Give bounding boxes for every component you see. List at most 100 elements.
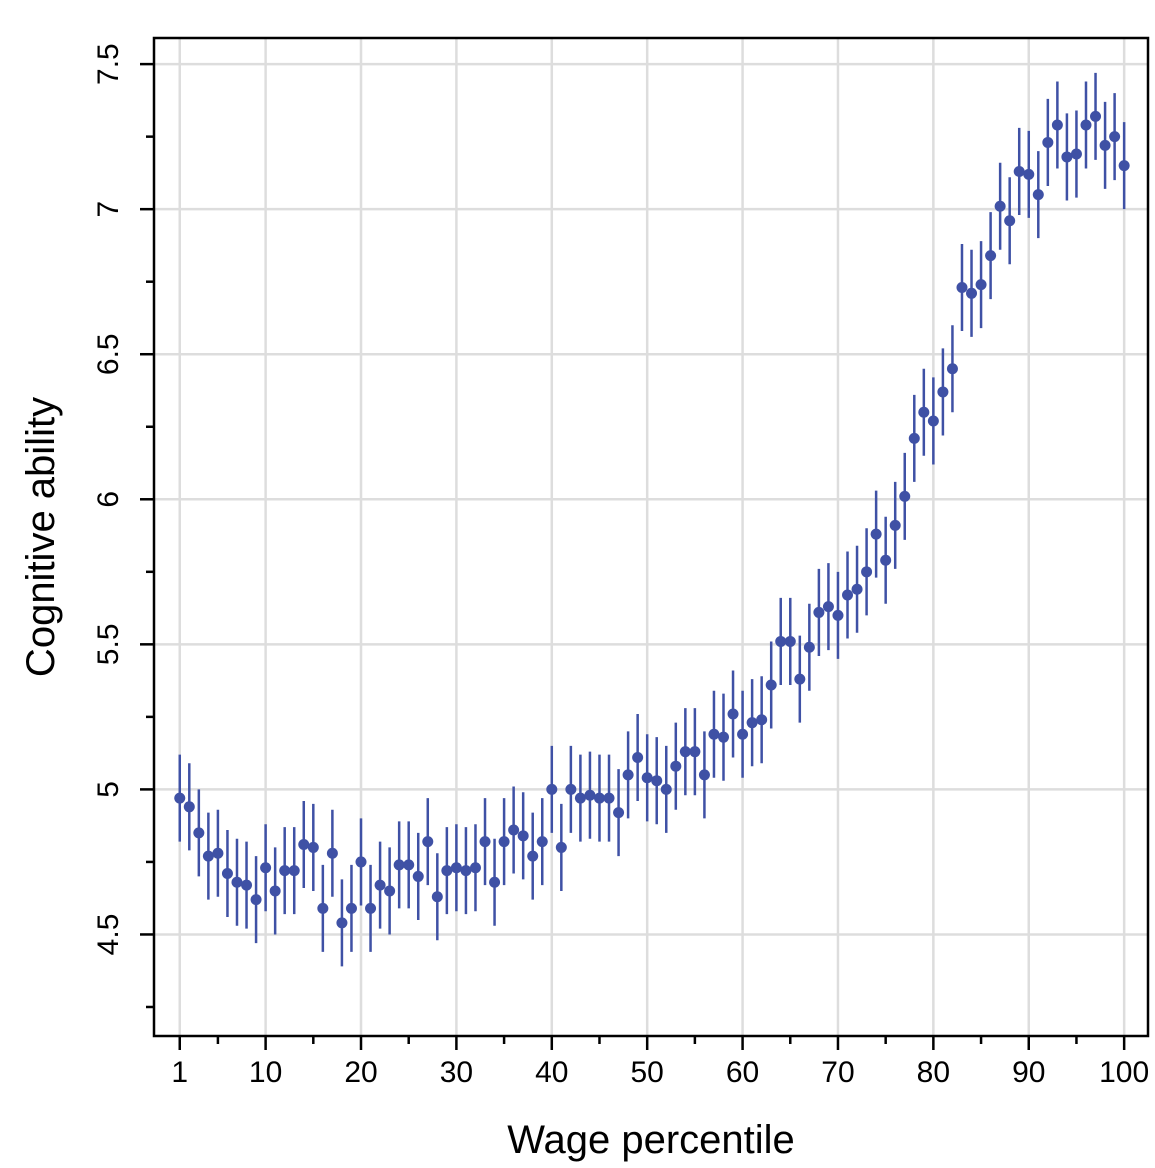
data-point	[1118, 160, 1130, 172]
data-point	[708, 728, 720, 740]
data-point	[441, 865, 453, 877]
y-tick-label: 7	[92, 201, 125, 218]
data-point	[727, 708, 739, 720]
error-bars	[178, 72, 1126, 967]
data-point	[765, 679, 777, 691]
data-point	[317, 902, 329, 914]
data-point	[536, 836, 548, 848]
data-point	[651, 775, 663, 787]
data-point	[1090, 110, 1102, 122]
x-tick-label: 50	[630, 1056, 663, 1089]
data-point	[288, 865, 300, 877]
data-point	[813, 606, 825, 618]
data-point	[966, 287, 978, 299]
data-point	[985, 250, 997, 262]
data-point	[1032, 189, 1044, 201]
data-point	[1070, 148, 1082, 160]
data-point	[908, 432, 920, 444]
data-point	[403, 859, 415, 871]
y-tick-label: 4.5	[92, 914, 125, 956]
data-point	[279, 865, 291, 877]
x-tick-label: 10	[249, 1056, 282, 1089]
data-point	[193, 827, 205, 839]
data-point	[899, 490, 911, 502]
data-point	[794, 673, 806, 685]
x-tick-label: 60	[726, 1056, 759, 1089]
y-tick-label: 7.5	[92, 43, 125, 85]
data-point	[260, 862, 272, 874]
x-tick-label: 20	[344, 1056, 377, 1089]
data-point	[1051, 119, 1063, 131]
data-point	[298, 839, 310, 851]
data-point	[345, 902, 357, 914]
data-point	[870, 528, 882, 540]
data-point	[174, 792, 186, 804]
data-point	[613, 807, 625, 819]
data-point	[221, 868, 233, 880]
x-tick-label: 1	[171, 1056, 188, 1089]
data-point	[927, 415, 939, 427]
data-point	[1013, 165, 1025, 177]
data-point	[269, 885, 281, 897]
data-point	[460, 865, 472, 877]
data-point	[717, 731, 729, 743]
data-point	[1109, 131, 1121, 143]
data-points	[174, 110, 1130, 929]
data-point	[593, 792, 605, 804]
x-tick-label: 90	[1012, 1056, 1045, 1089]
data-point	[565, 783, 577, 795]
x-tick-label: 80	[917, 1056, 950, 1089]
data-point	[861, 566, 873, 578]
data-point	[365, 902, 377, 914]
data-point	[469, 862, 481, 874]
data-point	[202, 850, 214, 862]
x-tick-label: 30	[440, 1056, 473, 1089]
data-point	[994, 200, 1006, 212]
data-point	[603, 792, 615, 804]
data-point	[746, 717, 758, 729]
data-point	[1042, 136, 1054, 148]
y-tick-label: 6.5	[92, 333, 125, 375]
data-point	[527, 850, 539, 862]
data-point	[241, 879, 253, 891]
data-point	[412, 870, 424, 882]
y-tick-label: 5	[92, 781, 125, 798]
x-tick-label: 100	[1099, 1056, 1149, 1089]
data-point	[842, 589, 854, 601]
x-tick-label: 40	[535, 1056, 568, 1089]
data-point	[307, 841, 319, 853]
data-point	[851, 583, 863, 595]
data-point	[832, 609, 844, 621]
tick-labels: 1 10 20 30 40 50 60 70 80 90 100 4.5 5 5.5 6 6.5 7 7.5	[92, 43, 1149, 1089]
data-point	[641, 772, 653, 784]
data-point	[1061, 151, 1073, 163]
data-point	[422, 836, 434, 848]
data-point	[946, 363, 958, 375]
data-point	[1023, 168, 1035, 180]
x-tick-label: 70	[821, 1056, 854, 1089]
data-point	[737, 728, 749, 740]
data-point	[374, 879, 386, 891]
data-point	[355, 856, 367, 868]
axis-ticks	[140, 62, 1126, 1050]
data-point	[622, 769, 634, 781]
data-point	[384, 885, 396, 897]
data-point	[756, 714, 768, 726]
data-point	[956, 282, 968, 293]
data-point	[822, 601, 834, 613]
data-point	[918, 406, 930, 418]
data-point	[632, 751, 644, 763]
data-point	[784, 635, 796, 647]
data-point	[1004, 215, 1016, 227]
data-point	[1080, 119, 1092, 131]
data-point	[450, 862, 462, 874]
data-point	[393, 859, 405, 871]
data-point	[250, 894, 262, 906]
data-point	[431, 891, 443, 903]
data-point	[508, 824, 520, 836]
data-point	[231, 876, 243, 888]
data-point	[660, 783, 672, 795]
data-point	[1099, 139, 1111, 151]
data-point	[584, 789, 596, 801]
